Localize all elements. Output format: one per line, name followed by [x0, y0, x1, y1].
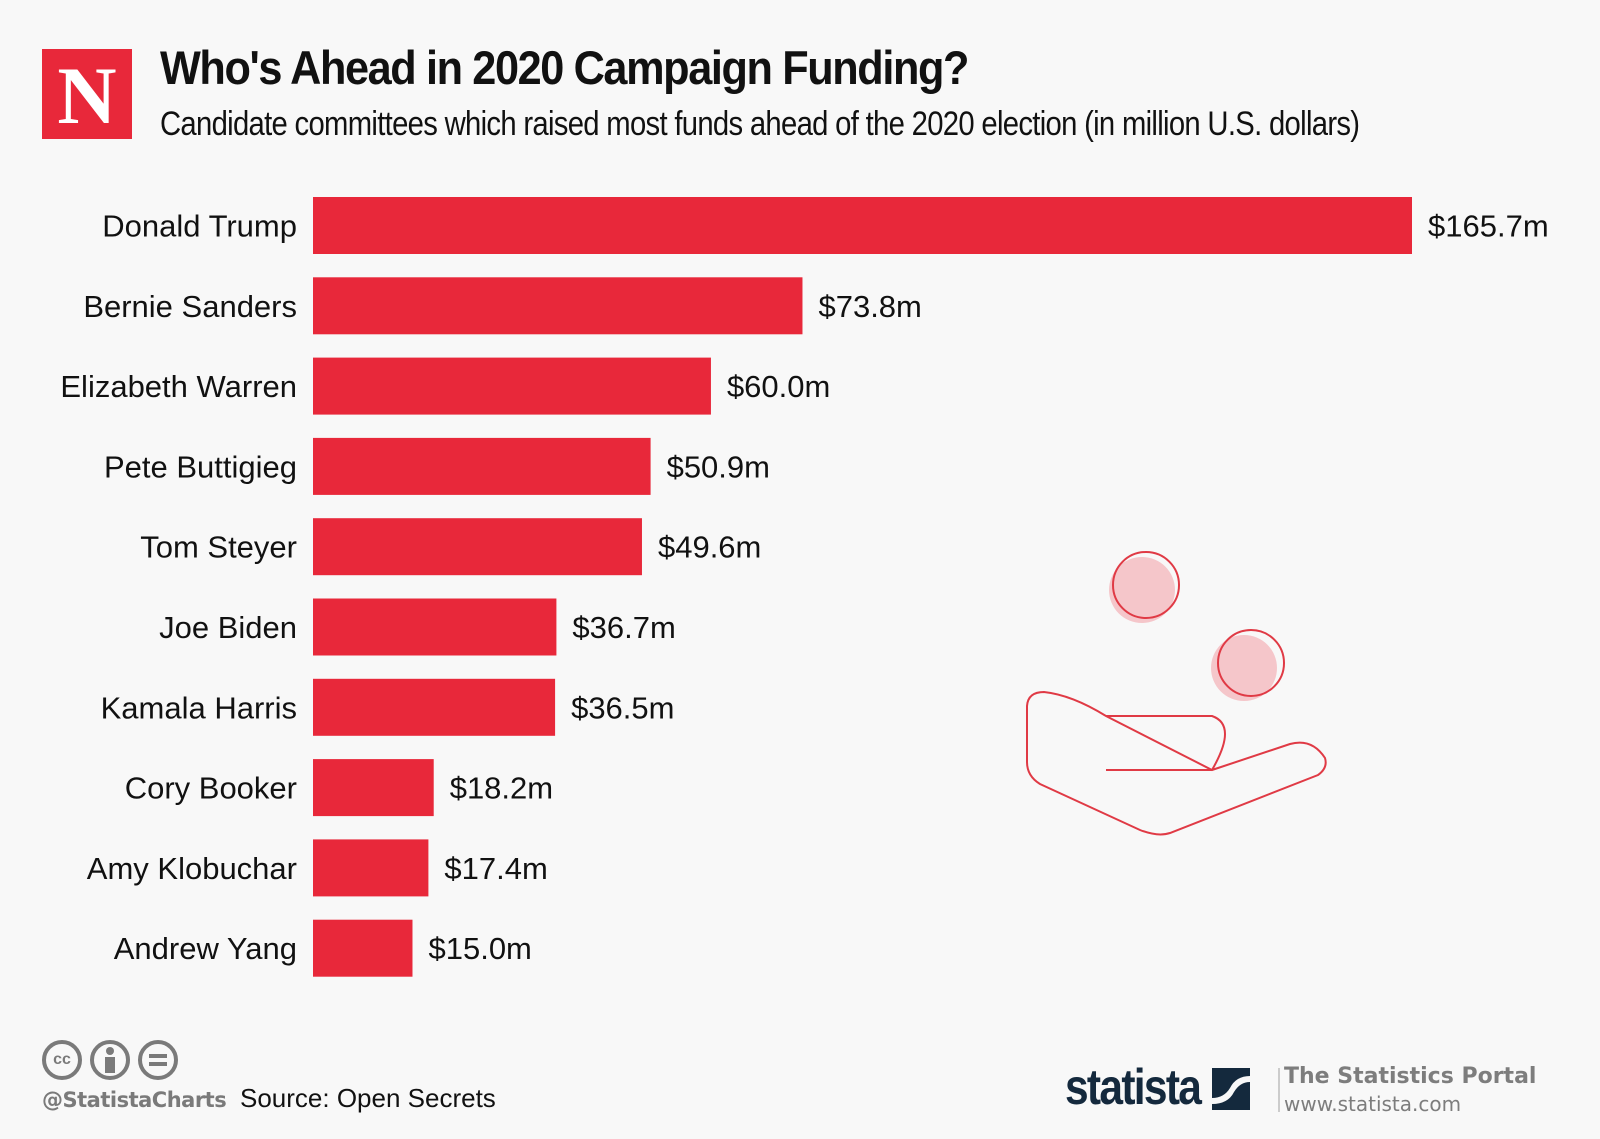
coin-shadow-icon [1109, 557, 1175, 623]
bar [313, 839, 429, 897]
coin-shadow-icon [1211, 635, 1277, 701]
bar [313, 197, 1412, 254]
category-label: Pete Buttigieg [104, 449, 297, 484]
newsweek-logo: N [42, 49, 132, 139]
statista-url[interactable]: www.statista.com [1284, 1092, 1462, 1116]
value-label: $17.4m [444, 851, 547, 886]
statista-logo: statista [1065, 1059, 1202, 1115]
value-label: $73.8m [818, 289, 921, 324]
category-label: Bernie Sanders [83, 289, 297, 324]
value-label: $36.7m [572, 610, 675, 645]
no-derivatives-icon [138, 1040, 178, 1080]
value-label: $18.2m [450, 771, 553, 806]
category-label: Cory Booker [125, 771, 297, 806]
bar [313, 759, 434, 817]
bar [313, 437, 651, 495]
value-label: $50.9m [667, 449, 770, 484]
value-label: $15.0m [428, 931, 531, 966]
footer-divider [1278, 1068, 1280, 1112]
chart-subtitle: Candidate committees which raised most f… [160, 105, 1360, 143]
statista-charts-handle[interactable]: @StatistaCharts [42, 1088, 227, 1112]
category-label: Andrew Yang [114, 931, 297, 966]
statistics-portal-label: The Statistics Portal [1284, 1064, 1537, 1089]
coin-icon [1112, 551, 1180, 619]
value-label: $165.7m [1428, 209, 1549, 244]
bar [313, 357, 711, 415]
bar [313, 518, 642, 576]
license-icons: cc [42, 1040, 178, 1080]
coin-icon [1217, 629, 1285, 697]
hand-icon [1026, 690, 1327, 836]
category-label: Kamala Harris [101, 690, 297, 725]
value-label: $36.5m [571, 690, 674, 725]
category-label: Tom Steyer [140, 530, 297, 565]
bar [313, 277, 803, 335]
category-label: Donald Trump [102, 209, 297, 244]
category-label: Elizabeth Warren [60, 369, 297, 404]
bar [313, 598, 557, 656]
hand-coins-illustration [1026, 551, 1327, 836]
value-label: $60.0m [727, 369, 830, 404]
statista-mark-icon [1212, 1068, 1250, 1110]
bar [313, 678, 556, 736]
category-label: Amy Klobuchar [87, 851, 297, 886]
bar [313, 919, 413, 977]
source-note: Source: Open Secrets [240, 1083, 496, 1113]
attribution-icon [90, 1040, 130, 1080]
value-label: $49.6m [658, 530, 761, 565]
cc-icon: cc [42, 1040, 82, 1080]
chart-title: Who's Ahead in 2020 Campaign Funding? [160, 41, 969, 94]
category-label: Joe Biden [159, 610, 297, 645]
